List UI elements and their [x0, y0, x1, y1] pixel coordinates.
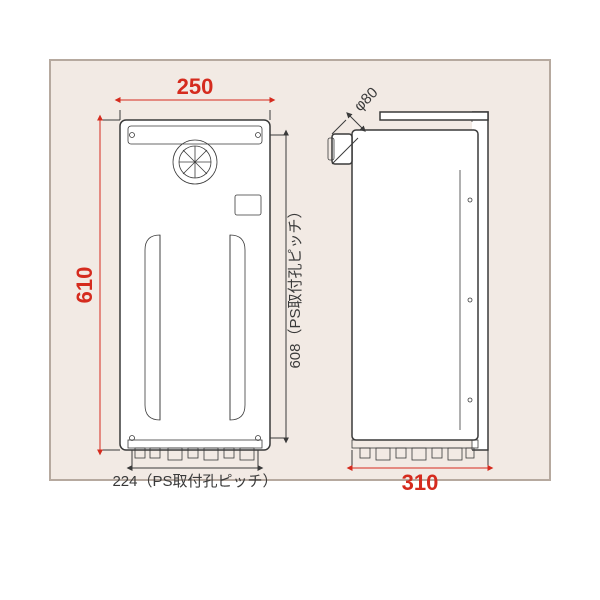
diagram-root: 250 610 608（PS取付孔ピッチ） 224（PS取付孔ピッチ）: [0, 0, 600, 600]
dim-608-label: 608（PS取付孔ピッチ）: [287, 203, 304, 368]
dim-250-label: 250: [177, 74, 214, 99]
dim-224-label: 224（PS取付孔ピッチ）: [112, 473, 277, 490]
dim-610-label: 610: [72, 267, 97, 304]
dim-310-label: 310: [402, 470, 439, 495]
side-view: [328, 112, 488, 460]
front-view: [120, 120, 270, 460]
diagram-svg: 250 610 608（PS取付孔ピッチ） 224（PS取付孔ピッチ）: [0, 0, 600, 600]
